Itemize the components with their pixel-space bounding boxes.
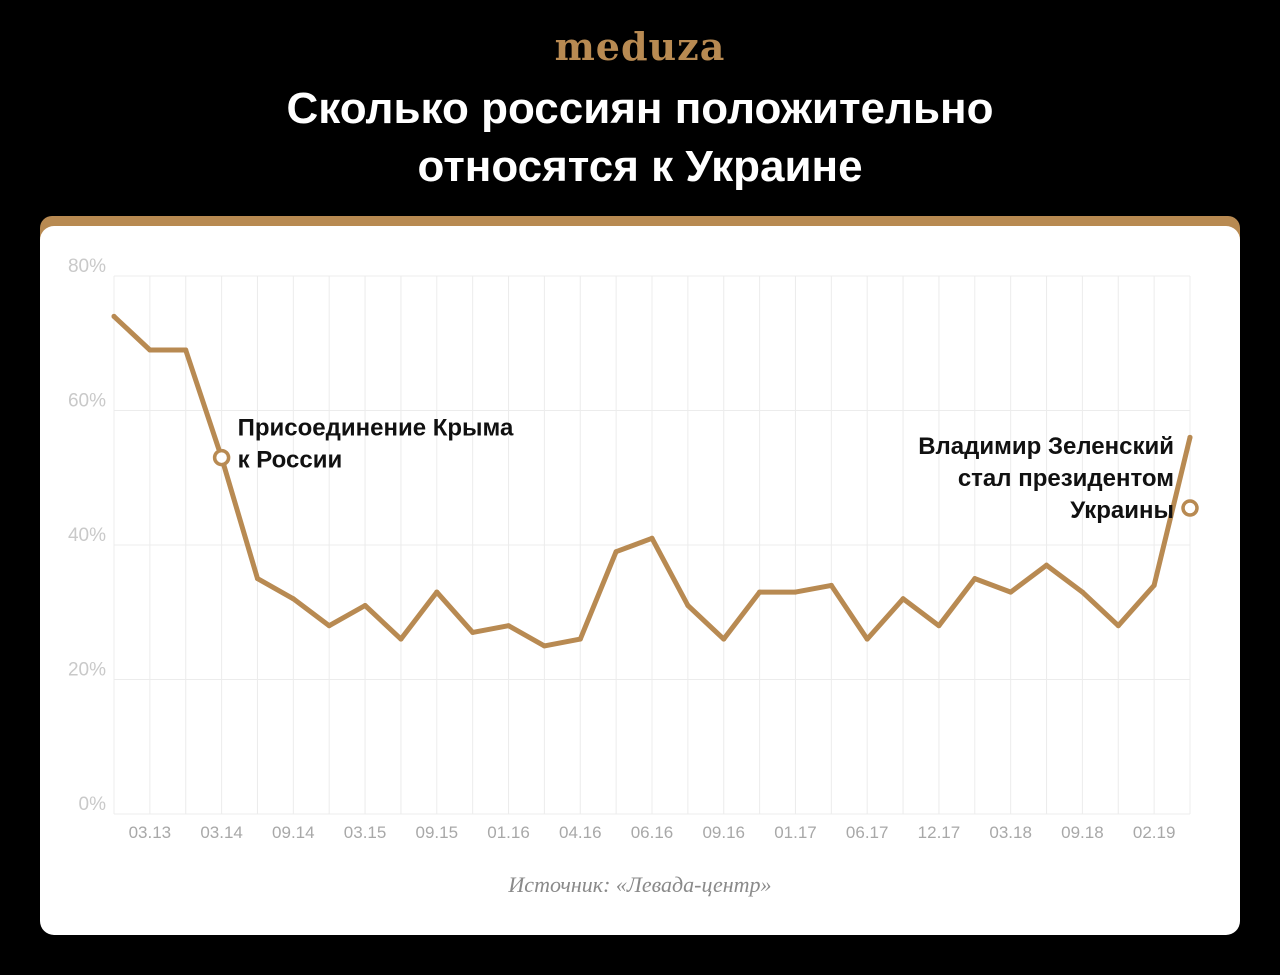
data-point	[577, 636, 583, 642]
x-tick-label: 04.16	[559, 823, 602, 842]
y-tick-label: 80%	[68, 256, 106, 277]
y-tick-label: 40%	[68, 525, 106, 546]
x-tick-label: 01.16	[487, 823, 530, 842]
data-point	[506, 623, 512, 629]
data-point	[649, 535, 655, 541]
x-tick-label: 12.17	[918, 823, 961, 842]
data-point	[362, 603, 368, 609]
data-point	[326, 623, 332, 629]
source-note: Источник: «Левада-центр»	[508, 872, 772, 897]
x-tick-label: 09.15	[416, 823, 459, 842]
data-point	[900, 596, 906, 602]
x-tick-label: 03.15	[344, 823, 387, 842]
data-point	[111, 313, 117, 319]
title-line-2: относятся к Украине	[417, 142, 863, 191]
annotation-label: Присоединение Крыма	[238, 415, 514, 442]
data-point	[1008, 589, 1014, 595]
data-point	[434, 589, 440, 595]
x-tick-label: 03.14	[200, 823, 243, 842]
data-point	[828, 582, 834, 588]
y-tick-label: 0%	[79, 794, 107, 815]
data-point	[147, 347, 153, 353]
y-tick-label: 60%	[68, 391, 106, 412]
data-point	[685, 603, 691, 609]
data-point	[613, 549, 619, 555]
data-point	[972, 576, 978, 582]
title-line-1: Сколько россиян положительно	[286, 84, 994, 133]
x-tick-label: 06.17	[846, 823, 889, 842]
x-tick-label: 03.13	[129, 823, 172, 842]
annotation-label: Украины	[1070, 497, 1174, 524]
annotation-marker	[212, 448, 231, 467]
x-tick-label: 09.16	[702, 823, 745, 842]
chart-title: Сколько россиян положительно относятся к…	[0, 80, 1280, 196]
chart-card	[40, 226, 1240, 935]
data-point	[1151, 582, 1157, 588]
y-tick-label: 20%	[68, 660, 106, 681]
data-point	[864, 636, 870, 642]
data-point	[1079, 589, 1085, 595]
data-point	[290, 596, 296, 602]
x-tick-label: 01.17	[774, 823, 817, 842]
data-point	[398, 636, 404, 642]
data-point	[470, 629, 476, 635]
data-point	[721, 636, 727, 642]
data-point	[183, 347, 189, 353]
annotation-label: Владимир Зеленский	[918, 433, 1174, 460]
x-tick-label: 03.18	[989, 823, 1032, 842]
data-point	[757, 589, 763, 595]
x-tick-label: 09.18	[1061, 823, 1104, 842]
data-point	[792, 589, 798, 595]
data-point	[1187, 434, 1193, 440]
data-point	[1044, 562, 1050, 568]
meduza-logo: meduza	[554, 24, 726, 69]
annotation-label: стал президентом	[958, 465, 1174, 492]
annotation-marker	[1181, 499, 1199, 517]
x-tick-label: 09.14	[272, 823, 315, 842]
data-point	[254, 576, 260, 582]
data-point	[936, 623, 942, 629]
data-point	[541, 643, 547, 649]
x-tick-label: 02.19	[1133, 823, 1176, 842]
annotation-label: к России	[238, 447, 343, 474]
data-point	[1115, 623, 1121, 629]
x-tick-label: 06.16	[631, 823, 674, 842]
